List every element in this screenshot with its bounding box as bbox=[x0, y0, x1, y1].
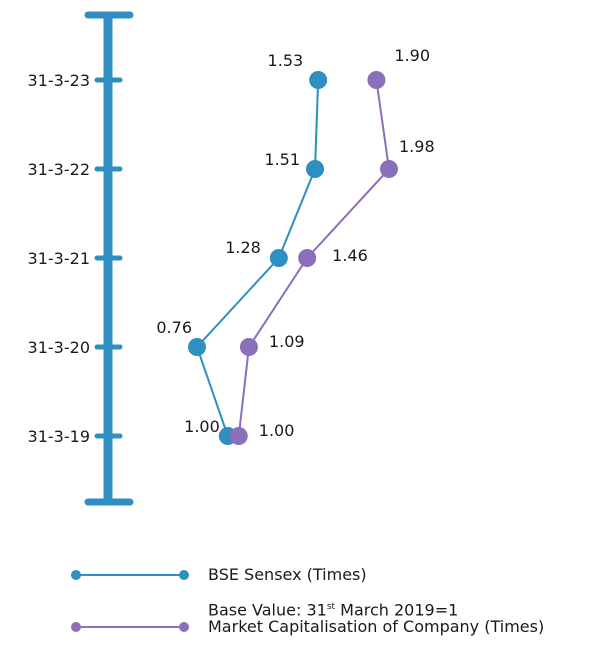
axis-tick-label: 31-3-20 bbox=[28, 338, 90, 357]
legend-item-sensex: BSE Sensex (Times) bbox=[70, 555, 615, 595]
data-label: 1.51 bbox=[264, 150, 300, 169]
data-point bbox=[229, 427, 248, 445]
data-label: 1.00 bbox=[259, 421, 295, 440]
data-label: 1.98 bbox=[399, 137, 435, 156]
legend-label-sensex: BSE Sensex (Times) bbox=[208, 565, 367, 584]
legend-base-sup: st bbox=[326, 602, 336, 612]
data-point bbox=[188, 338, 206, 356]
data-point bbox=[239, 338, 258, 356]
data-label: 1.09 bbox=[269, 332, 305, 351]
axis-tick-label: 31-3-22 bbox=[28, 160, 90, 179]
data-label: 1.00 bbox=[184, 417, 220, 436]
data-label: 1.46 bbox=[332, 246, 368, 265]
line-chart: 31-3-19 31-3-20 31-3-21 31-3-22 31-3-23 1.00 0… bbox=[28, 11, 435, 506]
legend-base-note: Base Value: 31st March 2019=1 bbox=[208, 597, 458, 620]
legend-base-prefix: Base Value: 31 bbox=[208, 600, 327, 620]
legend-label-mcap: Market Capitalisation of Company (Times) bbox=[208, 617, 545, 636]
data-point bbox=[309, 71, 328, 89]
legend-swatch-mcap bbox=[71, 622, 189, 632]
legend-item-mcap: Base Value: 31st March 2019=1 Market Cap… bbox=[70, 595, 615, 636]
data-point bbox=[380, 160, 398, 178]
data-label: 1.53 bbox=[268, 51, 304, 70]
data-point bbox=[306, 160, 325, 178]
legend-swatch-sensex bbox=[71, 570, 189, 580]
legend: BSE Sensex (Times) Base Value: 31st Marc… bbox=[70, 555, 615, 636]
axis-tick-label: 31-3-21 bbox=[28, 249, 90, 268]
data-label: 0.76 bbox=[156, 318, 192, 337]
data-label: 1.90 bbox=[394, 46, 430, 65]
data-point bbox=[367, 71, 386, 89]
data-point bbox=[269, 249, 288, 267]
axis-tick-label: 31-3-23 bbox=[28, 71, 90, 90]
axis-tick-label: 31-3-19 bbox=[28, 427, 90, 446]
data-label: 1.28 bbox=[225, 238, 261, 257]
legend-base-suffix: March 2019=1 bbox=[335, 600, 459, 620]
data-point bbox=[298, 249, 317, 267]
